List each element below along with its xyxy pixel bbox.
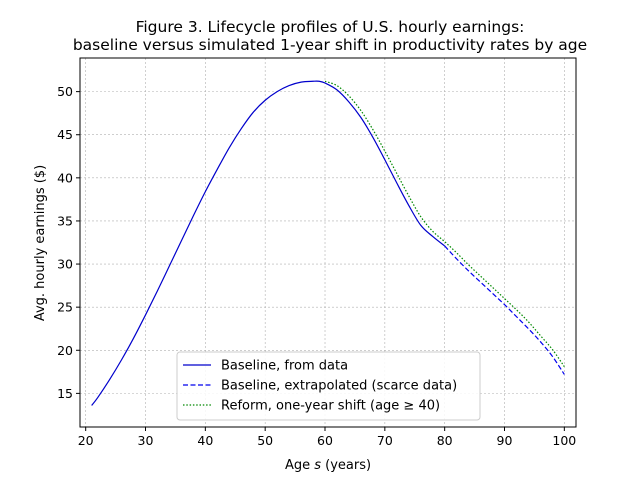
x-tick-label: 100 (552, 433, 576, 448)
x-tick-label: 70 (377, 433, 393, 448)
ticks: 20 30 40 50 60 70 80 90 100 15 20 25 30 35 40 45 50 (57, 84, 576, 448)
legend-label: Baseline, from data (221, 359, 348, 374)
legend-label: Baseline, extrapolated (scarce data) (221, 379, 457, 394)
chart-title-line-2: baseline versus simulated 1-year shift i… (73, 36, 587, 54)
series-line-2 (444, 245, 565, 375)
x-tick-label: 20 (78, 433, 94, 448)
y-axis-label: Avg. hourly earnings ($) (33, 165, 48, 321)
y-tick-label: 25 (57, 300, 73, 315)
y-tick-label: 50 (57, 84, 73, 99)
legend-box (176, 351, 481, 421)
y-tick-label: 15 (57, 386, 73, 401)
series-group (91, 80, 565, 406)
x-tick-label: 40 (197, 433, 213, 448)
x-tick-label: 90 (497, 433, 513, 448)
series-line-3 (324, 80, 565, 367)
plot-frame (79, 57, 577, 428)
chart-title-line-1: Figure 3. Lifecycle profiles of U.S. hou… (136, 18, 525, 36)
y-tick-label: 35 (57, 213, 73, 228)
y-tick-label: 30 (57, 257, 73, 272)
x-axis-label: Age s (years) (285, 458, 371, 473)
y-tick-label: 45 (57, 127, 73, 142)
series-line-1 (91, 80, 446, 406)
legend: Baseline, from data Baseline, extrapolate… (176, 351, 481, 421)
x-tick-label: 50 (257, 433, 273, 448)
y-tick-label: 20 (57, 343, 73, 358)
legend-label: Reform, one-year shift (age ≥ 40) (221, 399, 440, 414)
y-tick-label: 40 (57, 170, 73, 185)
x-tick-label: 30 (138, 433, 154, 448)
x-tick-label: 60 (317, 433, 333, 448)
x-tick-label: 80 (437, 433, 453, 448)
